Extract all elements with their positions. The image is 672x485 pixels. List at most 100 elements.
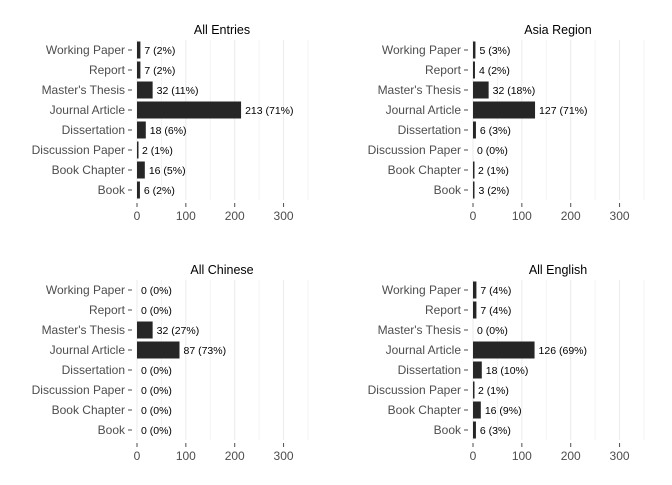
data-label: 0 (0%) [477,145,508,157]
bar [137,181,140,199]
bar [473,61,475,79]
bar [473,301,477,319]
category-label: Master's Thesis [378,83,461,97]
data-label: 18 (6%) [150,125,187,137]
category-label: Dissertation [398,363,461,377]
data-label: 213 (71%) [245,105,293,117]
data-label: 7 (2%) [144,65,175,77]
data-label: 6 (3%) [480,425,511,437]
category-label: Discussion Paper [368,143,461,157]
bar [137,101,242,119]
bar [473,41,476,59]
data-label: 87 (73%) [184,345,227,357]
data-label: 2 (1%) [478,165,509,177]
category-label: Book [98,183,126,197]
category-label: Report [89,303,126,317]
category-label: Discussion Paper [368,383,461,397]
data-label: 0 (0%) [141,425,172,437]
category-label: Report [89,63,126,77]
bar [473,121,476,139]
panel-title: Asia Region [524,23,591,37]
category-label: Journal Article [386,103,462,117]
panel-title: All Chinese [190,263,253,277]
category-label: Report [425,63,462,77]
bar [137,321,153,339]
category-label: Working Paper [46,43,125,57]
category-label: Master's Thesis [42,323,125,337]
x-tick-label: 100 [512,449,532,463]
x-tick-label: 200 [225,209,245,223]
data-label: 127 (71%) [539,105,587,117]
category-label: Journal Article [50,343,126,357]
data-label: 32 (18%) [493,85,536,97]
data-label: 0 (0%) [141,305,172,317]
data-label: 3 (2%) [478,185,509,197]
x-tick-label: 100 [176,449,196,463]
category-label: Book Chapter [52,403,125,417]
x-tick-label: 300 [274,209,294,223]
data-label: 32 (27%) [157,325,200,337]
data-label: 7 (4%) [480,305,511,317]
category-label: Working Paper [46,283,125,297]
bar [137,81,153,99]
data-label: 4 (2%) [479,65,510,77]
category-label: Dissertation [398,123,461,137]
category-label: Master's Thesis [42,83,125,97]
bar [137,61,141,79]
bar [473,361,482,379]
data-label: 2 (1%) [142,145,173,157]
data-label: 7 (2%) [144,45,175,57]
data-label: 0 (0%) [141,365,172,377]
x-tick-label: 200 [561,449,581,463]
panel-title: All English [529,263,587,277]
category-label: Book [434,183,462,197]
bar [473,161,475,179]
bar [473,401,481,419]
x-tick-label: 100 [512,209,532,223]
category-label: Book Chapter [388,163,461,177]
category-label: Discussion Paper [32,143,125,157]
category-label: Dissertation [62,363,125,377]
bar [137,121,146,139]
bar [473,341,535,359]
panel-title: All Entries [194,23,250,37]
data-label: 2 (1%) [478,385,509,397]
bar [473,281,477,299]
data-label: 16 (5%) [149,165,186,177]
data-label: 7 (4%) [480,285,511,297]
category-label: Working Paper [382,43,461,57]
category-label: Book Chapter [52,163,125,177]
x-tick-label: 100 [176,209,196,223]
category-label: Master's Thesis [378,323,461,337]
bar [473,81,489,99]
data-label: 0 (0%) [141,285,172,297]
bar [473,181,475,199]
x-tick-label: 0 [134,209,141,223]
bar [473,381,475,399]
bar [473,101,536,119]
data-label: 6 (2%) [144,185,175,197]
data-label: 16 (9%) [485,405,522,417]
category-label: Journal Article [386,343,462,357]
data-label: 32 (11%) [157,85,199,97]
bar [137,341,180,359]
x-tick-label: 0 [470,209,477,223]
category-label: Journal Article [50,103,126,117]
data-label: 0 (0%) [141,405,172,417]
data-label: 126 (69%) [539,345,587,357]
data-label: 0 (0%) [477,325,508,337]
x-tick-label: 200 [225,449,245,463]
category-label: Book [434,423,462,437]
x-tick-label: 300 [610,449,630,463]
category-label: Working Paper [382,283,461,297]
bar [137,161,145,179]
category-label: Discussion Paper [32,383,125,397]
x-tick-label: 0 [470,449,477,463]
bar [137,41,141,59]
category-label: Report [425,303,462,317]
category-label: Dissertation [62,123,125,137]
bar [137,141,139,159]
data-label: 6 (3%) [480,125,511,137]
